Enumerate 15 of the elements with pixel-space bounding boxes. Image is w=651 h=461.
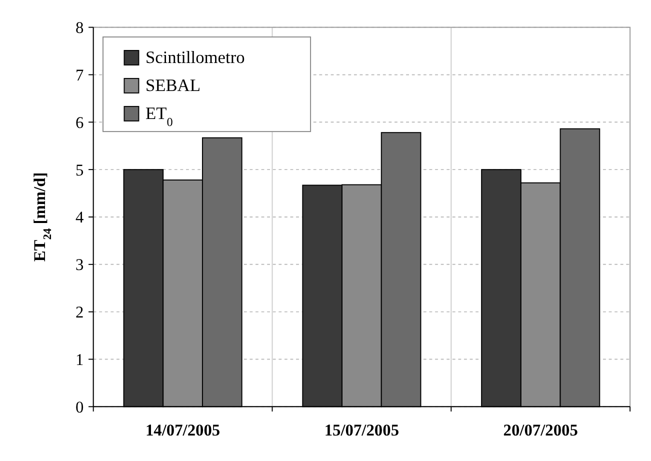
x-tick-label: 15/07/2005 [324, 420, 400, 440]
y-tick-label: 5 [75, 160, 84, 180]
y-tick-label: 4 [75, 208, 84, 227]
y-tick-label: 1 [75, 350, 84, 369]
y-tick-label: 0 [75, 397, 84, 416]
x-tick-label: 20/07/2005 [503, 420, 578, 440]
y-tick-label: 6 [75, 112, 84, 132]
y-tick-label: 3 [75, 255, 84, 274]
y-tick-label: 8 [75, 18, 84, 38]
y-tick-label: 7 [75, 65, 84, 84]
x-tick-label: 14/07/2005 [145, 420, 220, 440]
legend-label: Scintillometro [145, 48, 246, 68]
y-tick-label: 2 [75, 302, 84, 322]
legend-label: SEBAL [145, 76, 200, 96]
legend-label: ET$_{0}$ [145, 104, 173, 130]
